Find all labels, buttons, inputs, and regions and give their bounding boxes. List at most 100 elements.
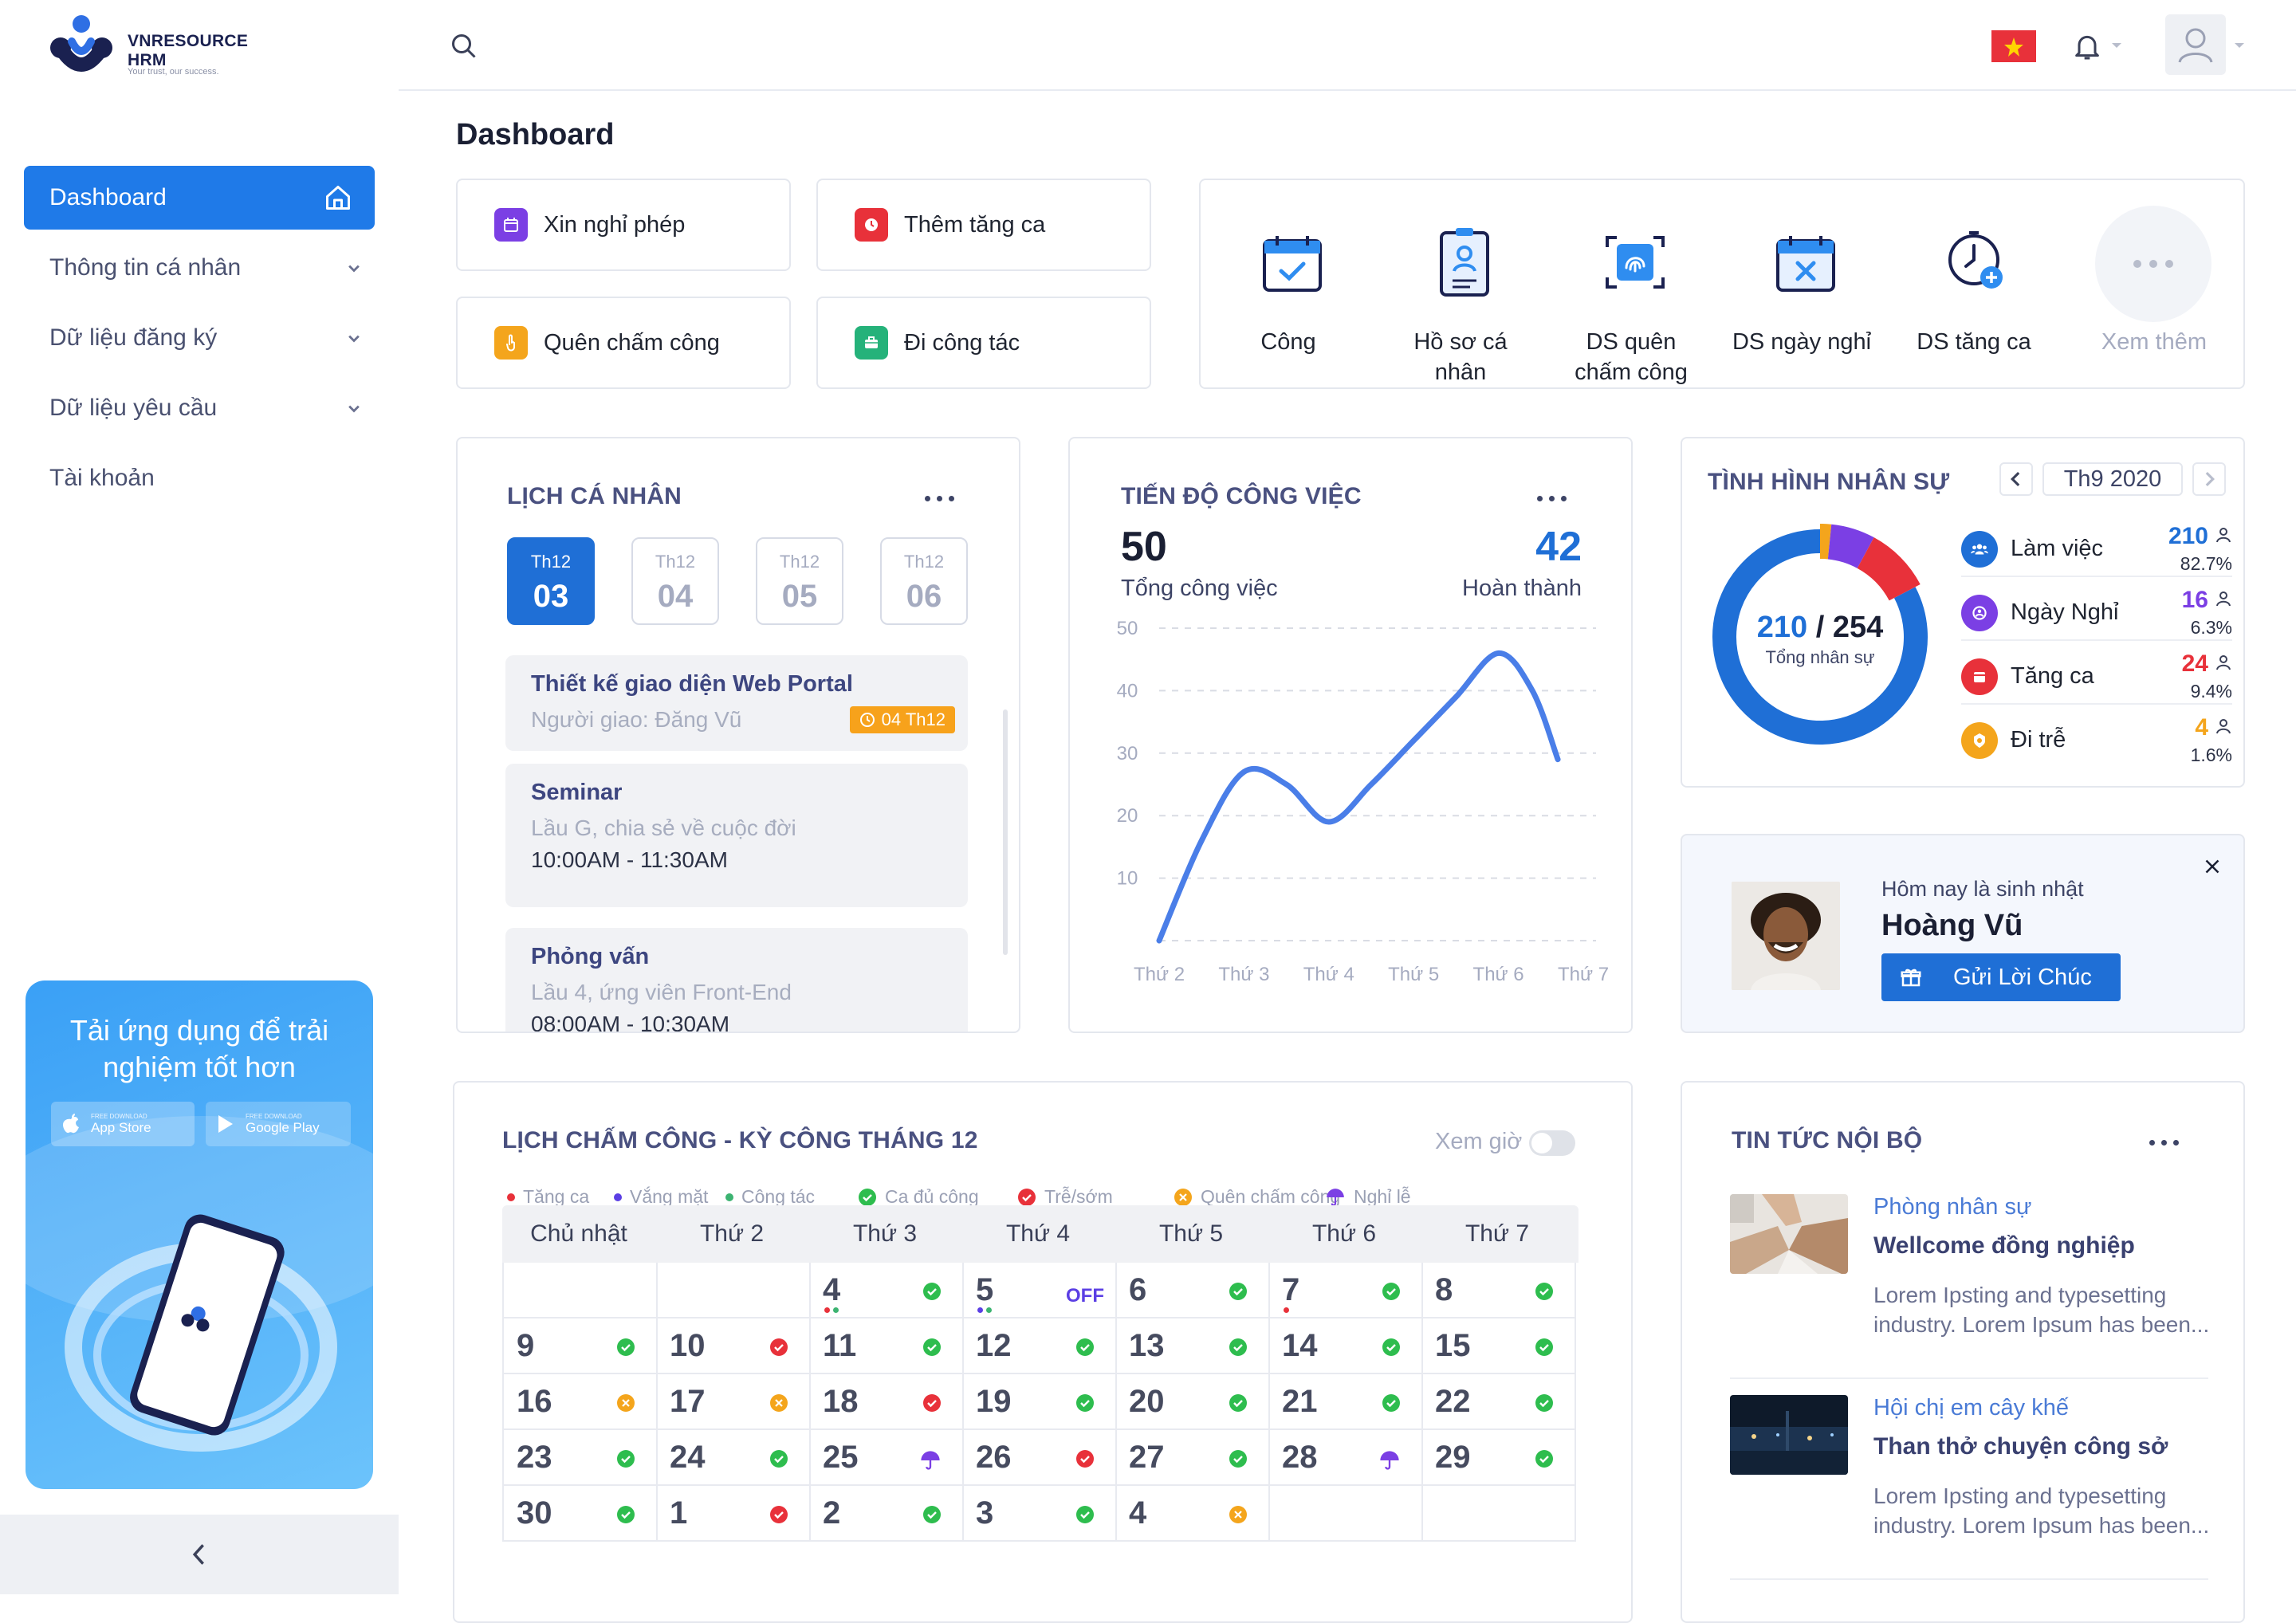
calendar-day-cell[interactable]: 3 xyxy=(963,1486,1117,1542)
news-item[interactable]: Hội chị em cây khế Than thở chuyện công … xyxy=(1730,1395,2209,1580)
notification-button[interactable] xyxy=(2071,30,2127,62)
calendar-day-cell[interactable]: 6 xyxy=(1116,1263,1270,1318)
send-wishes-button[interactable]: Gửi Lời Chúc xyxy=(1881,953,2121,1001)
sidebar-item-request-data[interactable]: Dữ liệu yêu cầu xyxy=(24,376,375,440)
date-tab[interactable]: Th12 03 xyxy=(507,537,595,625)
shortcut-cong[interactable] xyxy=(1256,228,1328,300)
date-tab[interactable]: Th12 05 xyxy=(756,537,843,625)
date-tab[interactable]: Th12 04 xyxy=(631,537,719,625)
sidebar-item-dashboard[interactable]: Dashboard xyxy=(24,166,375,230)
sidebar-item-account[interactable]: Tài khoản xyxy=(24,446,375,510)
calendar-day-cell[interactable]: 13 xyxy=(1116,1318,1270,1374)
calendar-day-cell[interactable]: 4 xyxy=(1116,1486,1270,1542)
schedule-event[interactable]: Seminar Lầu G, chia sẻ về cuộc đời 10:00… xyxy=(505,764,968,907)
show-hours-toggle[interactable] xyxy=(1529,1130,1575,1156)
more-menu-icon[interactable] xyxy=(925,496,954,501)
quick-action-leave-request[interactable]: Xin nghỉ phép xyxy=(456,179,791,271)
calendar-day-cell[interactable]: 24 xyxy=(657,1430,811,1486)
calendar-day-cell[interactable]: 7 xyxy=(1269,1263,1423,1318)
calendar-day-cell[interactable]: 12 xyxy=(963,1318,1117,1374)
language-flag-vn[interactable] xyxy=(1991,30,2036,62)
calendar-day-cell[interactable]: 4 xyxy=(810,1263,964,1318)
attendance-calendar-card: LỊCH CHẤM CÔNG - KỲ CÔNG THÁNG 12 Xem gi… xyxy=(453,1081,1633,1623)
quick-action-label: Thêm tăng ca xyxy=(904,211,1046,238)
user-avatar[interactable] xyxy=(2165,14,2226,75)
calendar-day-cell[interactable]: 17 xyxy=(657,1374,811,1430)
calendar-day-cell[interactable]: 29 xyxy=(1422,1430,1576,1486)
calendar-day-cell[interactable]: 22 xyxy=(1422,1374,1576,1430)
news-title[interactable]: Wellcome đồng nghiệp xyxy=(1873,1232,2135,1259)
quick-action-forgot-checkin[interactable]: Quên chấm công xyxy=(456,297,791,389)
calendar-day-cell[interactable]: 27 xyxy=(1116,1430,1270,1486)
shortcut-forgot-list[interactable] xyxy=(1599,226,1671,298)
calendar-day-cell[interactable]: 2 xyxy=(810,1486,964,1542)
calendar-day-cell[interactable]: 15 xyxy=(1422,1318,1576,1374)
status-indicator xyxy=(922,1338,942,1357)
day-number: 8 xyxy=(1435,1272,1453,1307)
calendar-day-cell[interactable]: 14 xyxy=(1269,1318,1423,1374)
calendar-icon xyxy=(1961,658,1998,695)
card-title: LỊCH CHẤM CÔNG - KỲ CÔNG THÁNG 12 xyxy=(502,1127,978,1153)
google-play-button[interactable]: FREE DOWNLOAD Google Play xyxy=(206,1102,351,1146)
sidebar-item-label: Dữ liệu đăng ký xyxy=(49,324,218,351)
app-promo-banner: Tải ứng dụng để trải nghiệm tốt hơn FREE… xyxy=(26,980,373,1489)
collapse-sidebar-button[interactable] xyxy=(0,1515,399,1594)
day-number: 17 xyxy=(670,1384,706,1419)
shortcut-overtime-list[interactable] xyxy=(1942,226,2014,298)
more-menu-icon[interactable] xyxy=(1537,496,1567,501)
more-menu-icon[interactable] xyxy=(2149,1140,2179,1146)
check-circle-icon xyxy=(923,1338,941,1356)
calendar-day-cell[interactable]: 30 xyxy=(504,1486,658,1542)
search-icon[interactable] xyxy=(450,32,478,61)
calendar-day-cell[interactable]: 1 xyxy=(657,1486,811,1542)
status-indicator xyxy=(1075,1393,1095,1413)
hr-row-leave[interactable]: Ngày Nghỉ 16 6.3% xyxy=(1961,579,2232,641)
calendar-day-cell[interactable]: 10 xyxy=(657,1318,811,1374)
quick-action-overtime[interactable]: Thêm tăng ca xyxy=(816,179,1151,271)
news-category[interactable]: Phòng nhân sự xyxy=(1873,1194,2032,1220)
hr-row-late[interactable]: Đi trễ 4 1.6% xyxy=(1961,706,2232,768)
calendar-day-cell[interactable]: 18 xyxy=(810,1374,964,1430)
calendar-day-cell[interactable]: 28 xyxy=(1269,1430,1423,1486)
app-store-button[interactable]: FREE DOWNLOAD App Store xyxy=(51,1102,195,1146)
calendar-day-cell[interactable]: 19 xyxy=(963,1374,1117,1430)
calendar-day-cell[interactable]: 9 xyxy=(504,1318,658,1374)
prev-period-button[interactable] xyxy=(1999,462,2033,496)
x-circle-icon xyxy=(1174,1188,1192,1206)
shortcut-profile[interactable] xyxy=(1429,225,1500,301)
schedule-event[interactable]: Thiết kế giao diện Web Portal Người giao… xyxy=(505,655,968,751)
calendar-day-cell[interactable]: 8 xyxy=(1422,1263,1576,1318)
calendar-day-cell[interactable]: 25 xyxy=(810,1430,964,1486)
shortcut-more[interactable] xyxy=(2095,206,2211,322)
date-tab[interactable]: Th12 06 xyxy=(880,537,968,625)
calendar-day-cell[interactable]: 23 xyxy=(504,1430,658,1486)
personal-schedule-card: LỊCH CÁ NHÂN Th12 03 Th12 04 Th12 05 Th12 06… xyxy=(456,437,1020,1033)
shortcut-leave-list[interactable] xyxy=(1770,228,1842,300)
scrollbar[interactable] xyxy=(1003,709,1008,955)
news-category[interactable]: Hội chị em cây khế xyxy=(1873,1395,2069,1421)
hr-row-working[interactable]: Làm việc 210 82.7% xyxy=(1961,515,2232,577)
phone-illustration xyxy=(65,1214,337,1452)
close-icon[interactable] xyxy=(2200,855,2224,878)
calendar-day-cell[interactable]: 20 xyxy=(1116,1374,1270,1430)
star-icon xyxy=(2004,37,2023,57)
calendar-day-cell[interactable]: 5 OFF xyxy=(963,1263,1117,1318)
calendar-x-icon xyxy=(1776,236,1835,292)
brand-logo[interactable] xyxy=(48,13,115,80)
news-title[interactable]: Than thở chuyện công sở xyxy=(1873,1433,2168,1460)
news-item[interactable]: Phòng nhân sự Wellcome đồng nghiệp Lorem… xyxy=(1730,1194,2209,1379)
calendar-day-cell[interactable]: 21 xyxy=(1269,1374,1423,1430)
calendar-day-cell[interactable]: 11 xyxy=(810,1318,964,1374)
hr-row-overtime[interactable]: Tăng ca 24 9.4% xyxy=(1961,643,2232,705)
sidebar-item-registration-data[interactable]: Dữ liệu đăng ký xyxy=(24,306,375,370)
status-indicator xyxy=(616,1393,635,1413)
caret-down-icon xyxy=(2112,43,2121,48)
calendar-day-cell[interactable]: 26 xyxy=(963,1430,1117,1486)
calendar-day-cell[interactable]: 16 xyxy=(504,1374,658,1430)
period-selector[interactable]: Th9 2020 xyxy=(2042,462,2183,496)
schedule-event[interactable]: Phỏng vấn Lầu 4, ứng viên Front-End 08:0… xyxy=(505,928,968,1032)
sidebar-item-personal-info[interactable]: Thông tin cá nhân xyxy=(24,236,375,300)
next-period-button[interactable] xyxy=(2192,462,2226,496)
caret-down-icon[interactable] xyxy=(2232,40,2247,51)
quick-action-business-trip[interactable]: Đi công tác xyxy=(816,297,1151,389)
